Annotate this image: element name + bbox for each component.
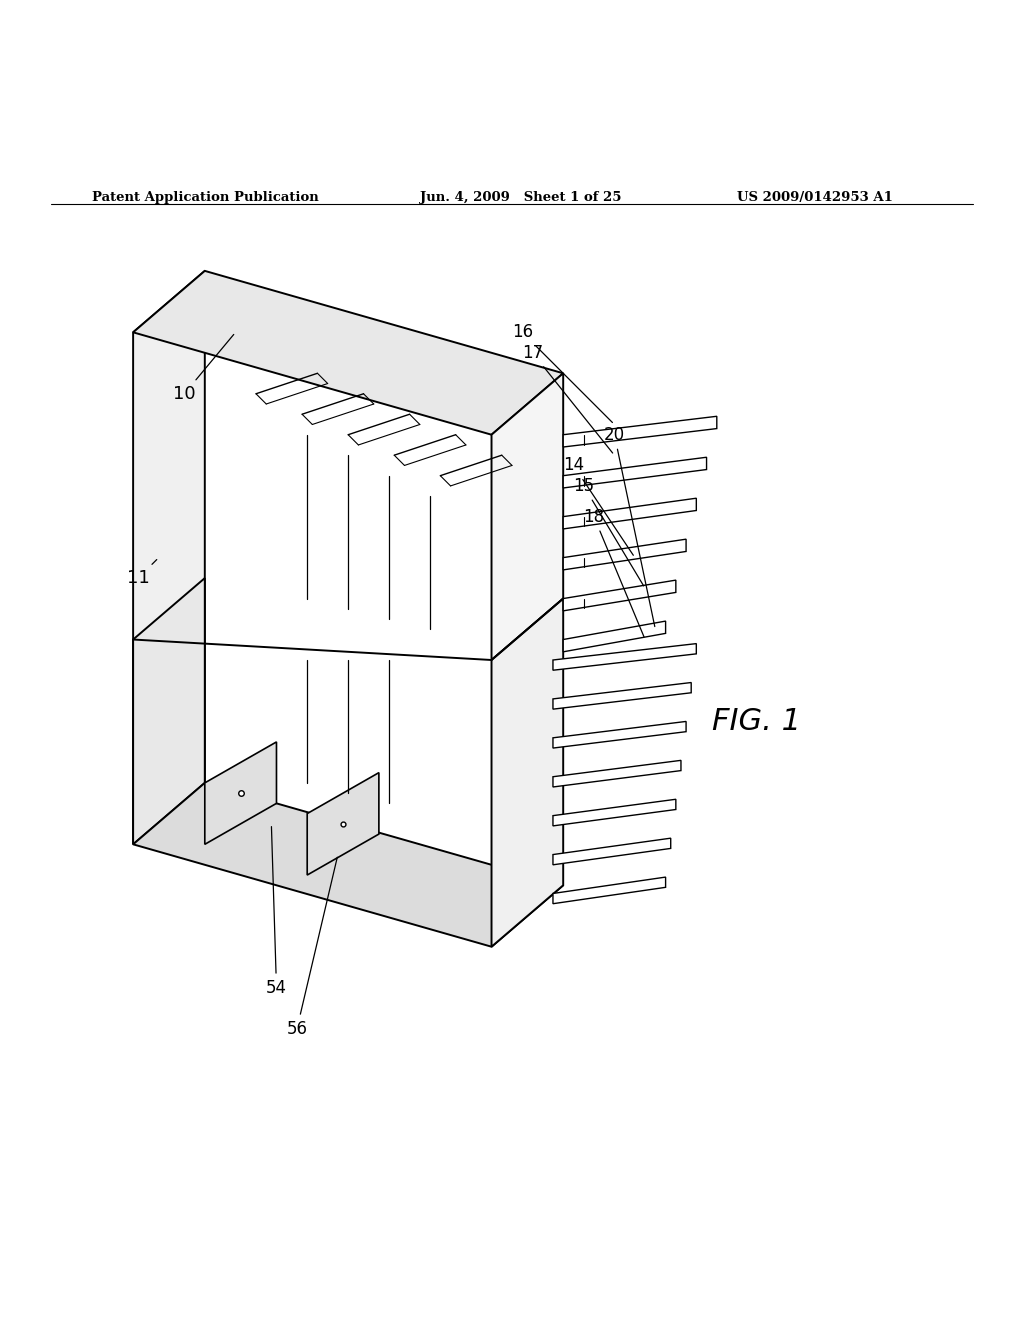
Text: 54: 54 (266, 826, 287, 997)
Polygon shape (563, 457, 707, 488)
Polygon shape (133, 783, 563, 946)
Polygon shape (563, 416, 717, 447)
Polygon shape (553, 760, 681, 787)
Polygon shape (205, 742, 276, 845)
Polygon shape (563, 539, 686, 570)
Text: 18: 18 (584, 508, 644, 638)
Text: 15: 15 (573, 477, 644, 586)
Polygon shape (553, 722, 686, 748)
Polygon shape (563, 579, 676, 611)
Text: 14: 14 (563, 457, 633, 556)
Text: Patent Application Publication: Patent Application Publication (92, 191, 318, 205)
Text: 17: 17 (522, 343, 612, 453)
Polygon shape (553, 682, 691, 709)
Polygon shape (563, 498, 696, 529)
Polygon shape (492, 598, 563, 946)
Polygon shape (553, 876, 666, 904)
Polygon shape (553, 800, 676, 826)
Text: 56: 56 (287, 857, 337, 1038)
Polygon shape (307, 772, 379, 875)
Polygon shape (133, 578, 205, 845)
Polygon shape (492, 374, 563, 660)
Polygon shape (563, 622, 666, 652)
Text: 10: 10 (173, 334, 233, 403)
Text: FIG. 1: FIG. 1 (712, 708, 801, 737)
Text: Jun. 4, 2009   Sheet 1 of 25: Jun. 4, 2009 Sheet 1 of 25 (420, 191, 622, 205)
Text: 11: 11 (127, 560, 157, 587)
Polygon shape (553, 644, 696, 671)
Polygon shape (553, 838, 671, 865)
Polygon shape (133, 271, 205, 845)
Text: US 2009/0142953 A1: US 2009/0142953 A1 (737, 191, 893, 205)
Polygon shape (133, 271, 563, 434)
Text: 20: 20 (604, 426, 654, 627)
Text: 16: 16 (512, 323, 612, 422)
